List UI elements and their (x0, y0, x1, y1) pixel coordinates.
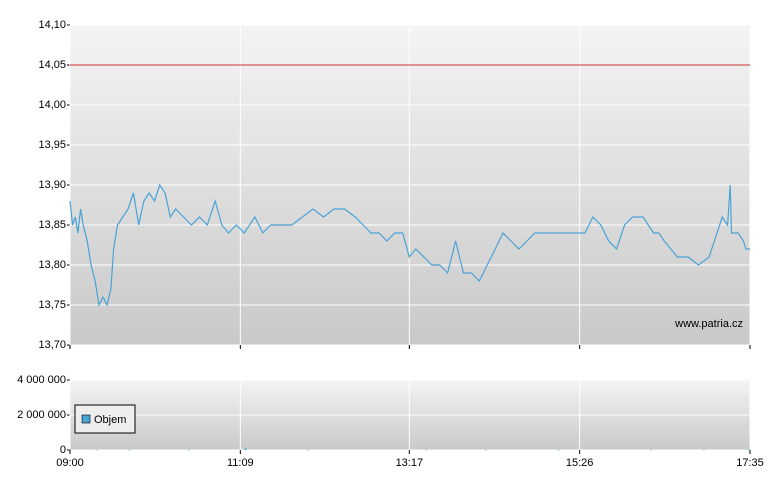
y-tick-label: 13,75 (38, 299, 66, 311)
x-tick-label: 11:09 (227, 457, 254, 469)
volume-bar (69, 449, 71, 450)
volume-bar (306, 449, 309, 451)
y-tick-label: 4 000 000 (17, 374, 66, 386)
y-tick-label: 0 (60, 444, 66, 456)
x-tick-label: 15:26 (566, 457, 594, 469)
volume-bar (95, 449, 98, 451)
x-tick-label: 13:17 (396, 457, 424, 469)
volume-bar (649, 449, 652, 451)
volume-bar (702, 449, 705, 451)
volume-bar (557, 449, 560, 451)
x-tick-label: 09:00 (56, 457, 84, 469)
y-tick-label: 2 000 000 (17, 409, 66, 421)
y-tick-label: 13,95 (38, 139, 66, 151)
volume-bar (187, 449, 190, 451)
x-tick-label: 17:35 (736, 457, 764, 469)
y-tick-label: 13,80 (38, 259, 66, 271)
legend-swatch (81, 414, 91, 424)
volume-bar (244, 448, 247, 450)
legend-label: Objem (94, 414, 126, 426)
volume-bar (128, 449, 131, 451)
volume-bar (425, 449, 428, 451)
y-tick-label: 14,00 (38, 99, 66, 111)
y-tick-label: 13,70 (38, 339, 66, 351)
y-tick-label: 14,10 (38, 19, 66, 31)
volume-bar (484, 449, 487, 451)
volume-bar (747, 449, 750, 450)
y-tick-label: 13,90 (38, 179, 66, 191)
watermark: www.patria.cz (674, 318, 743, 330)
y-tick-label: 13,85 (38, 219, 66, 231)
y-tick-label: 14,05 (38, 59, 66, 71)
price-line (69, 183, 750, 307)
